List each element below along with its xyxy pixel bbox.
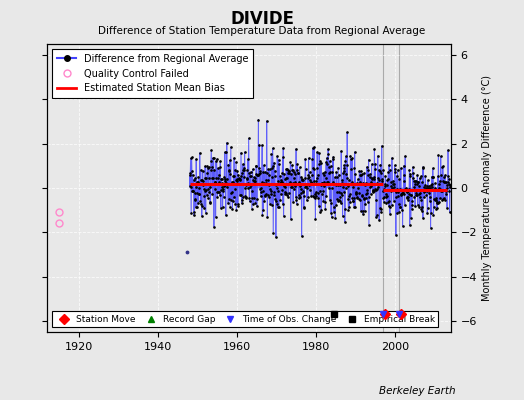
Text: DIVIDE: DIVIDE [230, 10, 294, 28]
Text: Berkeley Earth: Berkeley Earth [379, 386, 456, 396]
Text: Difference of Station Temperature Data from Regional Average: Difference of Station Temperature Data f… [99, 26, 425, 36]
Y-axis label: Monthly Temperature Anomaly Difference (°C): Monthly Temperature Anomaly Difference (… [483, 75, 493, 301]
Legend: Difference from Regional Average, Quality Control Failed, Estimated Station Mean: Difference from Regional Average, Qualit… [52, 49, 254, 98]
